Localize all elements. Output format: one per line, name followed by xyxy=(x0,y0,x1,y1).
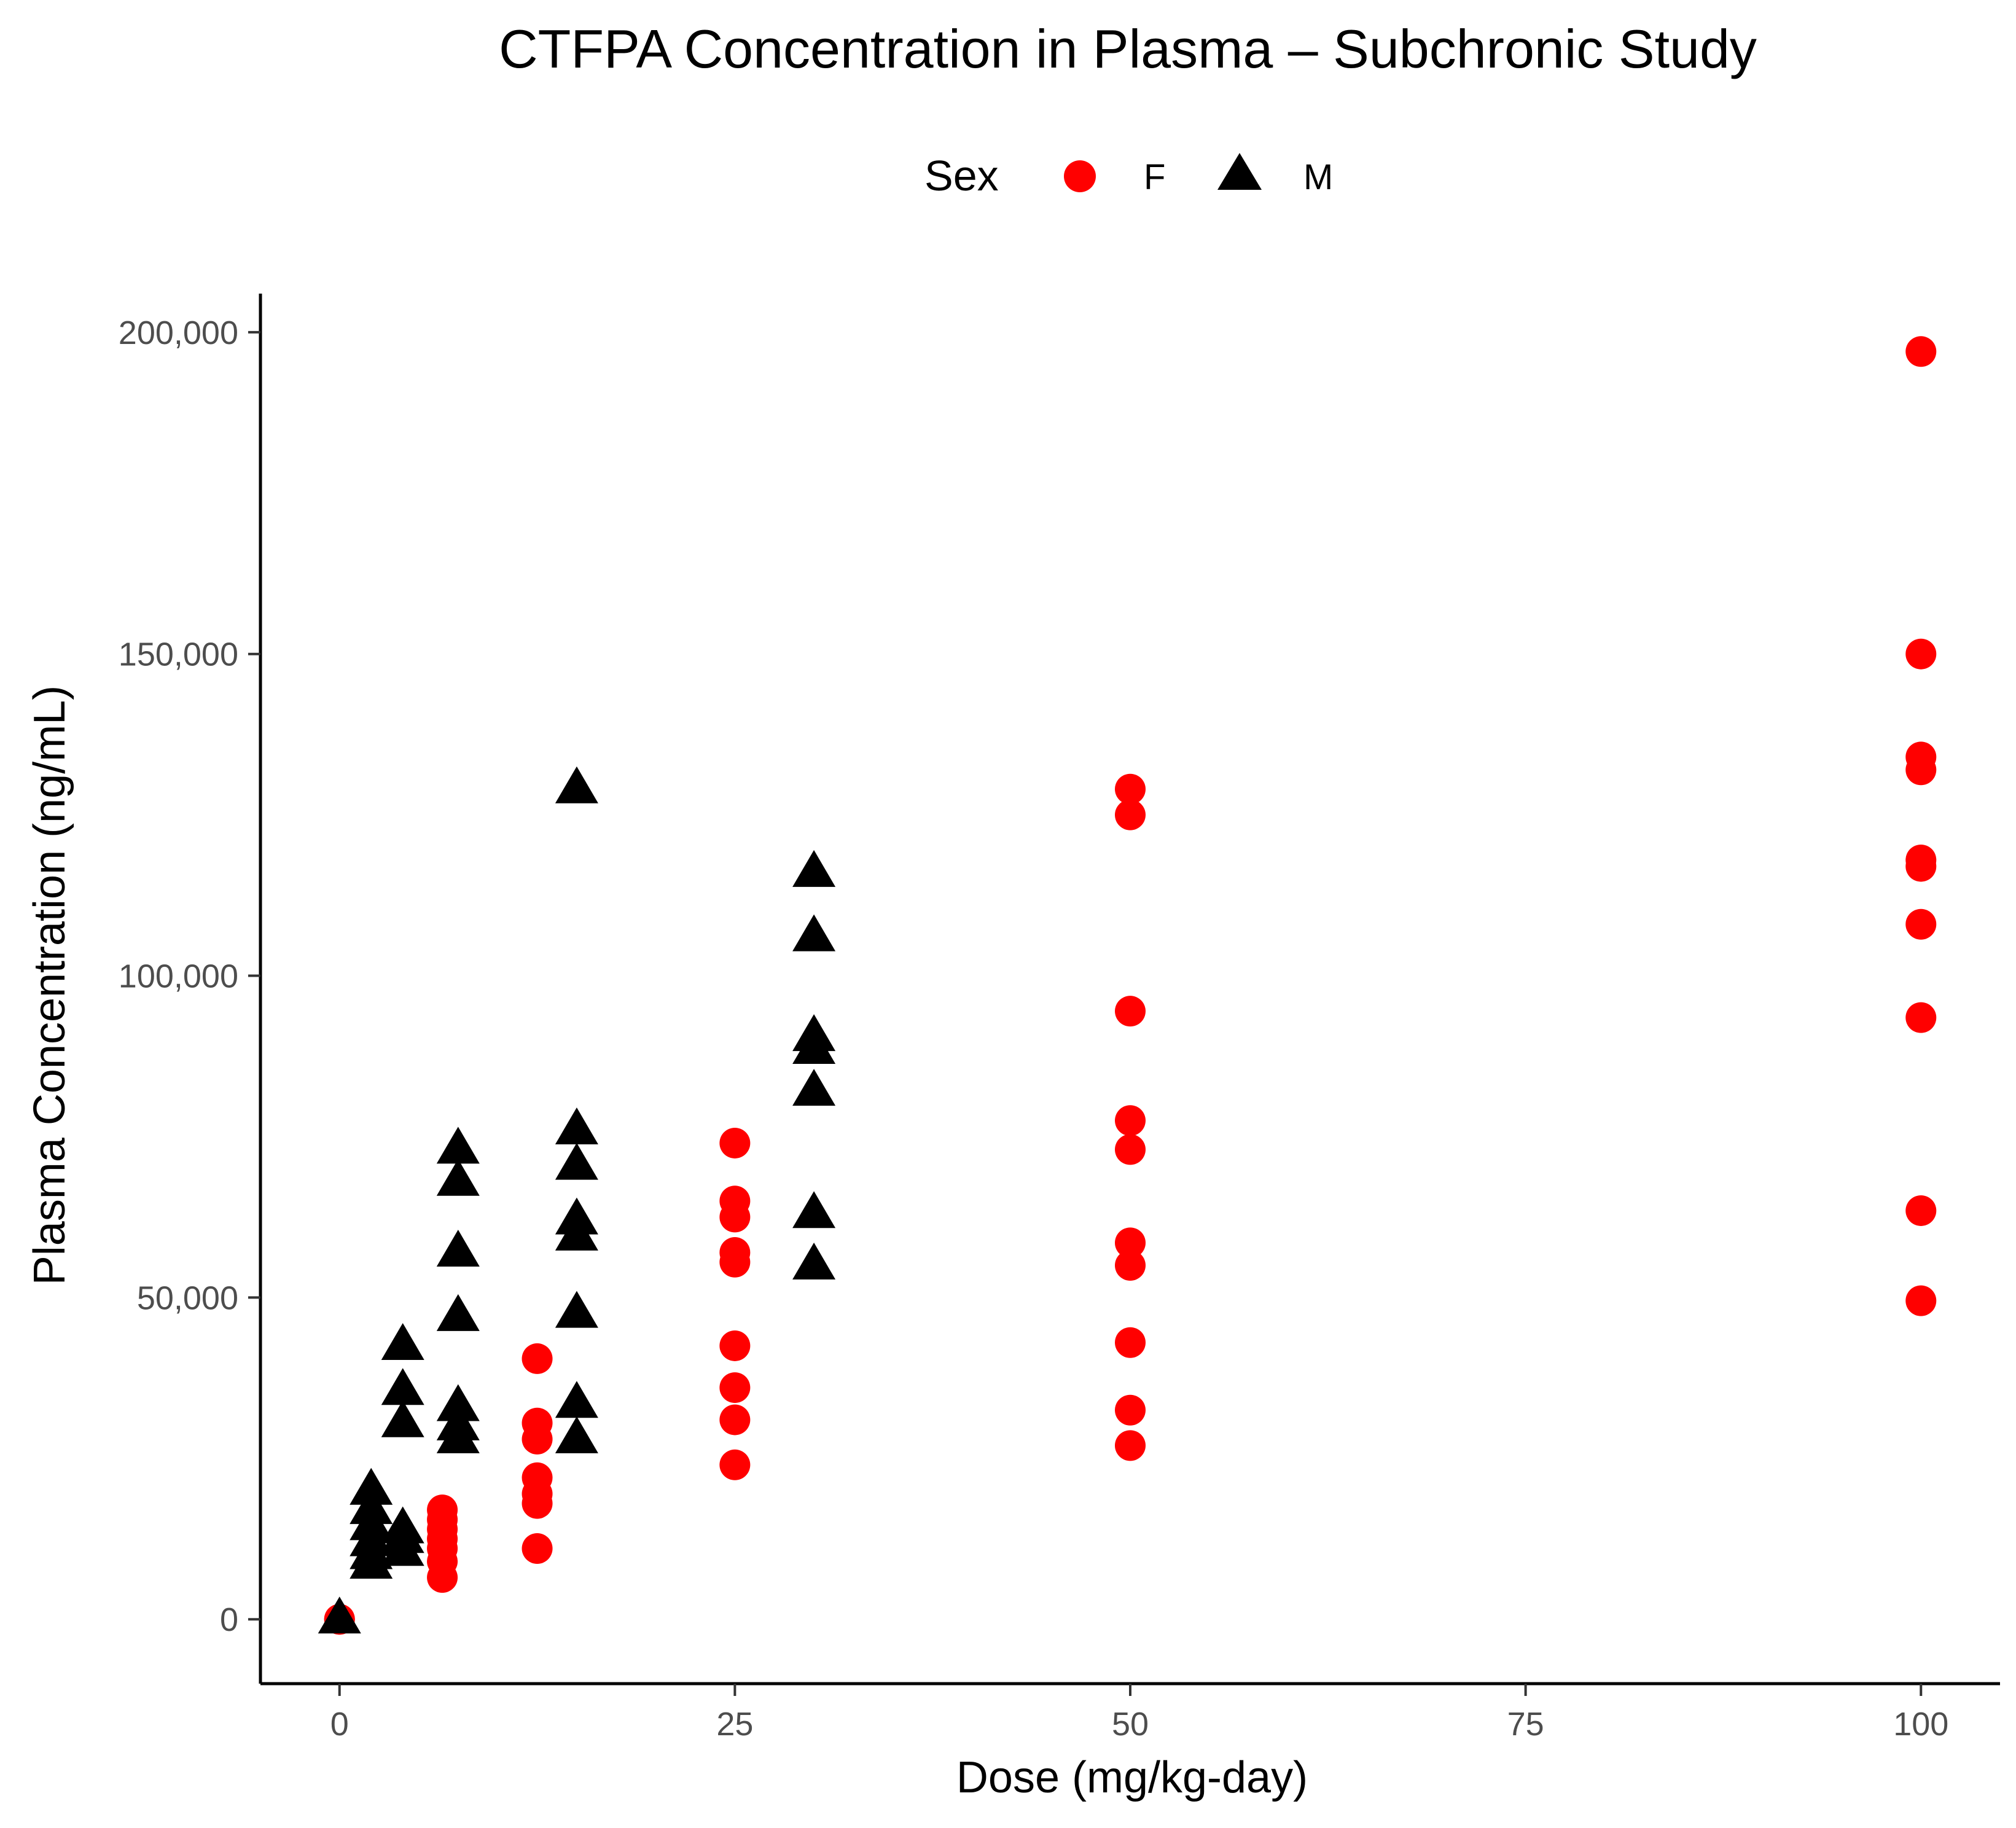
data-point-m xyxy=(318,1596,361,1634)
data-point-m xyxy=(350,1467,393,1505)
legend-key-m xyxy=(1217,153,1262,190)
data-point-m xyxy=(350,1542,393,1579)
legend: Sex F M xyxy=(924,152,1333,200)
data-point-f xyxy=(1905,754,1937,786)
data-point-f xyxy=(522,1343,553,1374)
data-point-f xyxy=(522,1533,553,1564)
x-axis-title: Dose (mg/kg-day) xyxy=(956,1753,1308,1802)
data-point-m xyxy=(381,1322,424,1360)
data-point-f xyxy=(1905,638,1937,670)
data-point-m xyxy=(381,1400,424,1437)
data-point-m xyxy=(436,1230,480,1267)
y-tick-label: 50,000 xyxy=(137,1279,238,1316)
plot-area: 0 50,000 100,000 150,000 200,000 0 25 50 75 100 xyxy=(119,294,2000,1743)
data-point-f xyxy=(1905,1285,1937,1316)
data-point-m xyxy=(792,1191,836,1228)
series-m-points xyxy=(318,766,836,1634)
y-tick-label: 100,000 xyxy=(119,958,238,995)
legend-key-f xyxy=(1064,160,1096,192)
data-point-m xyxy=(555,1291,598,1328)
data-point-m xyxy=(792,1069,836,1106)
data-point-f xyxy=(1905,1002,1937,1033)
data-point-m xyxy=(436,1127,480,1164)
data-point-m xyxy=(436,1294,480,1331)
data-point-f xyxy=(522,1488,553,1519)
data-point-f xyxy=(719,1127,751,1158)
y-axis-title: Plasma Concentration (ng/mL) xyxy=(25,686,74,1285)
data-point-m xyxy=(436,1384,480,1421)
data-point-m xyxy=(555,1142,598,1180)
data-point-m xyxy=(381,1529,424,1566)
data-point-m xyxy=(555,1107,598,1144)
data-point-m xyxy=(436,1416,480,1453)
data-point-f xyxy=(1905,851,1937,882)
chart-title: CTFPA Concentration in Plasma – Subchron… xyxy=(499,18,1757,79)
x-tick-label: 50 xyxy=(1112,1706,1149,1743)
x-tick-label: 25 xyxy=(716,1706,753,1743)
data-point-f xyxy=(1115,1430,1146,1461)
data-point-m xyxy=(792,850,836,887)
data-point-f xyxy=(522,1423,553,1455)
data-point-f xyxy=(1115,996,1146,1027)
data-point-m xyxy=(792,1027,836,1064)
data-point-m xyxy=(792,1243,836,1280)
y-tick-label: 150,000 xyxy=(119,636,238,673)
data-point-f xyxy=(719,1246,751,1278)
data-point-m xyxy=(436,1158,480,1196)
x-tick-label: 0 xyxy=(330,1706,349,1743)
legend-label-m: M xyxy=(1303,157,1333,197)
y-axis-ticks: 0 50,000 100,000 150,000 200,000 xyxy=(119,314,260,1638)
data-point-m xyxy=(555,766,598,803)
data-point-f xyxy=(1905,336,1937,367)
x-tick-label: 100 xyxy=(1893,1706,1948,1743)
data-point-f xyxy=(1115,1394,1146,1426)
legend-title: Sex xyxy=(924,152,999,200)
data-point-f xyxy=(1115,1105,1146,1136)
data-point-f xyxy=(1905,908,1937,940)
data-point-f xyxy=(1115,773,1146,805)
data-point-f xyxy=(1115,1327,1146,1358)
data-point-f xyxy=(719,1372,751,1404)
data-point-f xyxy=(1115,1250,1146,1281)
legend-label-f: F xyxy=(1144,157,1165,197)
data-point-f xyxy=(719,1404,751,1435)
y-tick-label: 0 xyxy=(220,1601,238,1638)
data-point-m xyxy=(555,1381,598,1418)
data-point-m xyxy=(381,1368,424,1405)
data-point-f xyxy=(719,1201,751,1233)
data-point-f xyxy=(1905,1195,1937,1226)
x-tick-label: 75 xyxy=(1507,1706,1544,1743)
x-axis-ticks: 0 25 50 75 100 xyxy=(330,1684,1948,1743)
y-tick-label: 200,000 xyxy=(119,314,238,351)
data-point-f xyxy=(1115,799,1146,830)
data-point-m xyxy=(555,1213,598,1251)
data-point-f xyxy=(1115,1134,1146,1165)
data-point-m xyxy=(792,914,836,951)
data-point-f xyxy=(719,1449,751,1480)
data-point-f xyxy=(719,1330,751,1361)
data-point-f xyxy=(1115,1227,1146,1259)
data-point-f xyxy=(427,1562,458,1593)
data-point-m xyxy=(555,1416,598,1453)
